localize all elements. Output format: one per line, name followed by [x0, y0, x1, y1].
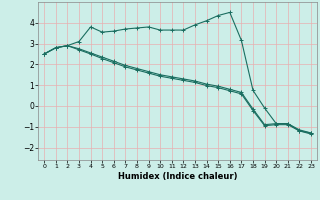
X-axis label: Humidex (Indice chaleur): Humidex (Indice chaleur) — [118, 172, 237, 181]
